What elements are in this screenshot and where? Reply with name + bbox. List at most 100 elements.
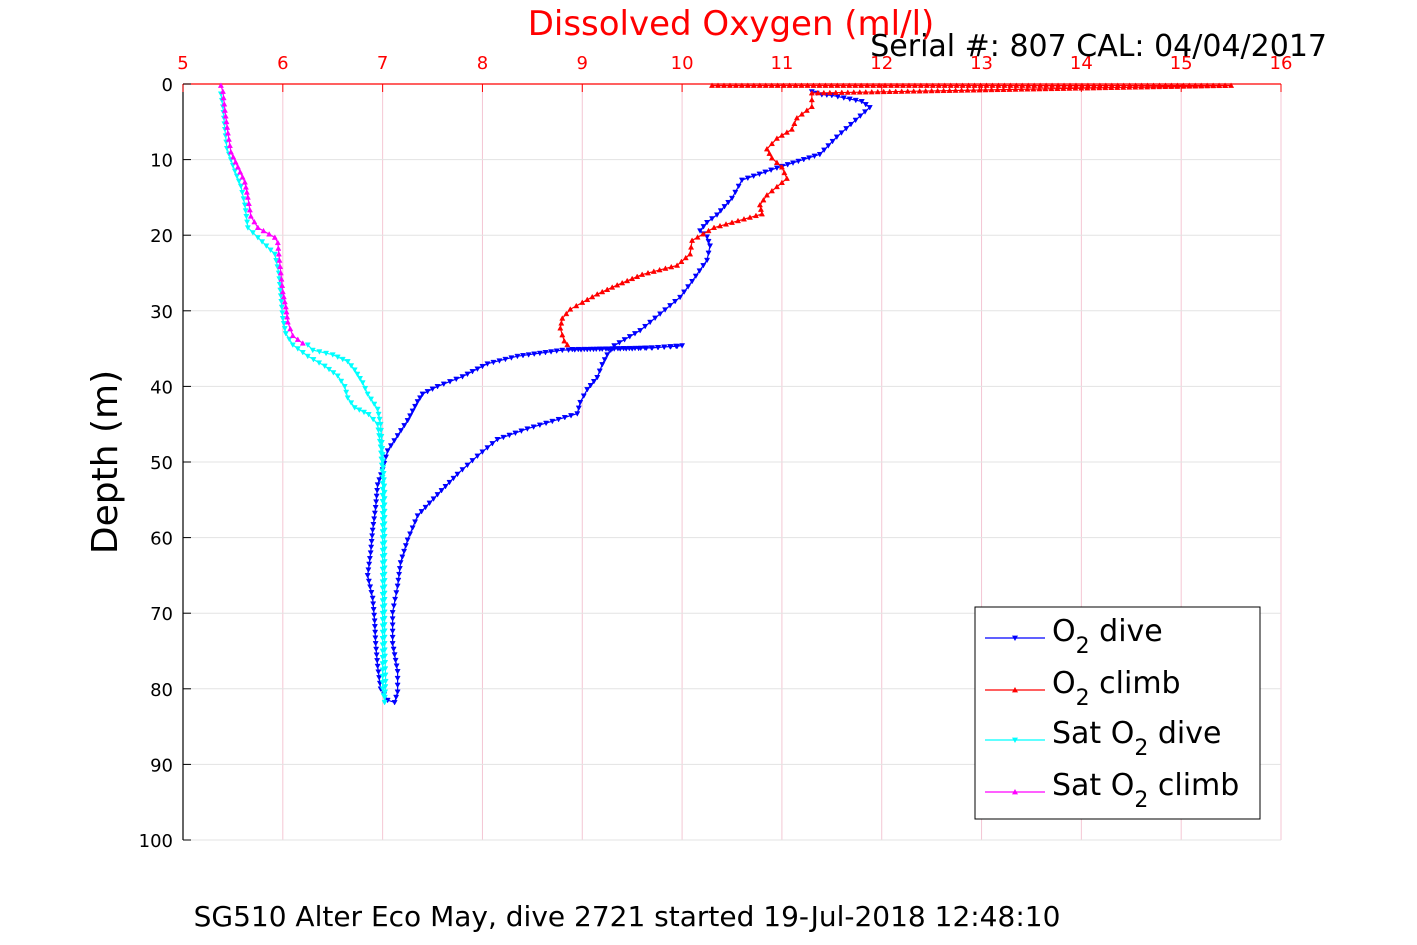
data-point	[381, 622, 388, 628]
data-point	[484, 361, 491, 367]
data-point	[738, 82, 745, 88]
data-point	[379, 686, 386, 692]
y-tick-label: 90	[150, 755, 173, 776]
data-point	[464, 371, 471, 378]
data-point	[277, 269, 284, 276]
data-point	[911, 82, 918, 88]
x-tick-label: 10	[671, 53, 694, 74]
data-point	[231, 168, 238, 175]
data-point	[343, 389, 350, 396]
data-point	[584, 387, 591, 393]
data-point	[623, 346, 630, 352]
y-tick-label: 80	[150, 680, 173, 701]
data-point	[364, 573, 371, 579]
chart-subtitle: Serial #: 807 CAL: 04/04/2017	[870, 29, 1327, 64]
data-point	[828, 82, 835, 88]
data-point	[496, 358, 503, 364]
data-point	[422, 504, 429, 511]
data-point	[367, 550, 374, 556]
data-point	[239, 174, 246, 180]
data-point	[662, 265, 669, 271]
data-point	[371, 510, 378, 517]
data-point	[604, 352, 611, 358]
data-point	[1078, 85, 1085, 91]
data-point	[1180, 82, 1187, 88]
data-point	[274, 239, 281, 246]
data-point	[577, 399, 584, 406]
data-point	[299, 340, 306, 346]
data-point	[369, 533, 376, 539]
data-point	[426, 500, 433, 507]
data-point	[381, 597, 388, 603]
data-point	[1186, 82, 1193, 88]
data-point	[564, 341, 571, 348]
data-point	[714, 82, 722, 88]
data-point	[1216, 82, 1223, 88]
legend-label: O2 dive	[1052, 614, 1163, 659]
data-point	[575, 405, 582, 412]
data-point	[237, 169, 244, 175]
data-point	[611, 346, 618, 352]
data-point	[811, 153, 818, 160]
data-point	[389, 634, 396, 641]
data-point	[1168, 82, 1175, 88]
data-point	[1066, 85, 1073, 91]
data-point	[833, 134, 840, 141]
data-point	[365, 412, 372, 418]
data-point	[953, 82, 960, 88]
data-point	[430, 496, 437, 502]
data-point	[446, 479, 453, 486]
data-point	[756, 201, 763, 208]
data-point	[989, 82, 996, 88]
legend-marker	[1012, 687, 1018, 693]
data-point	[389, 622, 396, 628]
data-point	[910, 88, 917, 94]
data-point	[624, 277, 631, 284]
x-tick-label: 5	[177, 53, 188, 74]
data-point	[326, 366, 333, 373]
data-point	[1037, 82, 1044, 88]
data-point	[565, 347, 572, 354]
data-point	[587, 346, 594, 353]
data-point	[976, 86, 983, 93]
data-point	[368, 539, 375, 545]
data-point	[725, 199, 732, 206]
data-point	[599, 288, 606, 295]
data-point	[389, 610, 396, 616]
data-point	[804, 82, 811, 88]
data-point	[1162, 82, 1169, 88]
data-point	[1120, 82, 1127, 88]
data-point	[1042, 85, 1049, 92]
data-point	[446, 379, 454, 385]
data-point	[704, 220, 711, 226]
data-point	[381, 615, 388, 622]
data-point	[773, 135, 780, 141]
data-point	[864, 82, 871, 88]
data-point	[792, 82, 799, 88]
x-tick-label: 9	[577, 53, 588, 74]
data-point	[762, 82, 769, 88]
data-point	[232, 159, 239, 165]
data-point	[479, 449, 486, 455]
data-point	[584, 296, 591, 303]
series-o2-climb	[557, 82, 1235, 348]
data-point	[868, 88, 875, 95]
data-point	[661, 344, 668, 351]
data-point	[941, 82, 948, 88]
data-point	[899, 82, 906, 88]
data-point	[381, 700, 388, 706]
data-point	[373, 646, 380, 653]
data-point	[334, 354, 341, 361]
x-tick-label: 14	[1070, 53, 1093, 74]
data-point	[784, 162, 791, 168]
data-point	[316, 349, 323, 355]
data-point	[381, 571, 388, 578]
data-point	[381, 565, 388, 571]
data-point	[543, 420, 550, 427]
data-point	[381, 508, 388, 515]
data-point	[542, 350, 549, 356]
data-point	[621, 337, 628, 343]
data-point	[773, 165, 780, 172]
data-point	[484, 445, 491, 451]
